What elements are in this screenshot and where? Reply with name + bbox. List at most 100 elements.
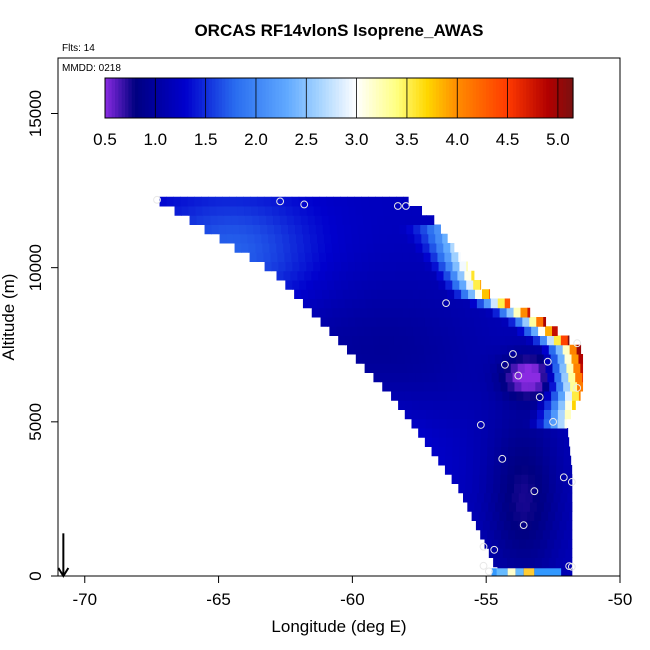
heatmap-cell bbox=[282, 233, 290, 244]
heatmap-cell bbox=[501, 418, 510, 429]
heatmap-cell bbox=[492, 307, 501, 318]
heatmap-cell bbox=[536, 354, 545, 364]
sample-point bbox=[479, 561, 488, 570]
sample-point bbox=[567, 478, 576, 486]
heatmap-cell bbox=[474, 502, 482, 512]
heatmap-cell bbox=[382, 280, 391, 290]
colorbar-tick-label: 1.5 bbox=[194, 130, 218, 149]
heatmap-cell bbox=[472, 465, 481, 475]
heatmap-cell bbox=[504, 298, 511, 309]
heatmap-cell bbox=[357, 224, 366, 235]
heatmap-cell bbox=[458, 474, 467, 484]
surface-strip bbox=[491, 568, 562, 576]
heatmap-cell bbox=[494, 428, 503, 438]
heatmap-cell bbox=[244, 206, 252, 216]
heatmap-cell bbox=[426, 289, 434, 299]
heatmap-cell bbox=[580, 363, 584, 373]
heatmap-cell bbox=[478, 307, 487, 318]
heatmap-cell bbox=[279, 215, 288, 225]
heatmap-cell bbox=[404, 391, 413, 401]
heatmap-cell bbox=[486, 474, 494, 484]
heatmap-cell bbox=[520, 511, 528, 521]
heatmap-cell bbox=[468, 363, 477, 373]
heatmap-cell bbox=[481, 354, 489, 364]
heatmap-cell bbox=[544, 548, 552, 558]
heatmap-cell bbox=[481, 289, 490, 299]
heatmap-cell bbox=[308, 224, 317, 235]
heatmap-cell bbox=[394, 243, 403, 253]
heatmap-cell bbox=[299, 280, 307, 290]
heatmap-cell bbox=[225, 224, 233, 235]
colorbar-segment bbox=[469, 78, 474, 118]
heatmap-cell bbox=[425, 418, 433, 429]
heatmap-cell bbox=[393, 335, 402, 346]
heatmap-cell bbox=[437, 252, 445, 262]
heatmap-cell bbox=[296, 233, 304, 244]
heatmap-cell bbox=[397, 206, 405, 216]
heatmap-cell bbox=[546, 335, 555, 346]
colorbar-tick-label: 3.5 bbox=[395, 130, 419, 149]
colorbar-segment bbox=[452, 78, 457, 118]
heatmap-cell bbox=[495, 502, 503, 512]
heatmap-cell bbox=[549, 474, 557, 484]
heatmap-cell bbox=[515, 354, 524, 364]
heatmap-cell bbox=[418, 206, 423, 216]
heatmap-cell bbox=[496, 363, 505, 373]
heatmap-cell bbox=[482, 363, 491, 373]
heatmap-cell bbox=[502, 548, 511, 558]
heatmap-cell bbox=[503, 326, 511, 336]
heatmap-cell bbox=[459, 446, 467, 457]
heatmap-cell bbox=[360, 344, 369, 355]
heatmap-cell bbox=[354, 280, 363, 290]
heatmap-cell bbox=[515, 446, 523, 457]
heatmap-cell bbox=[487, 446, 495, 457]
heatmap-cell bbox=[467, 400, 476, 410]
heatmap-cell bbox=[173, 196, 181, 207]
colorbar-segment bbox=[362, 78, 367, 118]
heatmap-cell bbox=[451, 344, 459, 355]
heatmap-cell bbox=[526, 539, 534, 549]
heatmap-cell bbox=[347, 280, 356, 290]
heatmap-cell bbox=[465, 474, 473, 484]
heatmap-cell bbox=[456, 372, 465, 383]
heatmap-cell bbox=[348, 317, 356, 327]
heatmap-cell bbox=[578, 354, 584, 364]
heatmap-cell bbox=[527, 344, 536, 355]
heatmap-cell bbox=[355, 354, 364, 364]
heatmap-cell bbox=[270, 252, 278, 262]
heatmap-cell bbox=[498, 372, 507, 383]
heatmap-cell bbox=[377, 289, 386, 299]
heatmap-cell bbox=[432, 354, 440, 364]
heatmap-cell bbox=[426, 215, 434, 225]
heatmap-cell bbox=[376, 354, 385, 364]
heatmap-cell bbox=[421, 335, 430, 346]
colorbar-segment bbox=[185, 78, 190, 118]
heatmap-cell bbox=[450, 270, 458, 281]
colorbar-segment bbox=[222, 78, 226, 118]
heatmap-cell bbox=[520, 344, 529, 355]
heatmap-cell bbox=[273, 215, 281, 225]
heatmap-cell bbox=[445, 455, 453, 466]
heatmap-cell bbox=[534, 557, 543, 568]
colorbar-segment bbox=[425, 78, 430, 118]
heatmap-cell bbox=[568, 539, 573, 549]
heatmap-cell bbox=[543, 502, 552, 512]
heatmap-cell bbox=[251, 206, 259, 216]
heatmap-cell bbox=[352, 335, 360, 346]
colorbar-segment bbox=[141, 78, 146, 118]
heatmap-cell bbox=[468, 289, 476, 299]
heatmap-cell bbox=[188, 206, 196, 216]
heatmap-cell bbox=[469, 298, 478, 309]
heatmap-cell bbox=[463, 372, 472, 383]
heatmap-cell bbox=[336, 326, 344, 336]
heatmap-cell bbox=[337, 298, 346, 309]
heatmap-cell bbox=[431, 437, 440, 447]
heatmap-cell bbox=[460, 409, 468, 420]
heatmap-cell bbox=[542, 446, 551, 457]
heatmap-cell bbox=[515, 529, 523, 540]
heatmap-cell bbox=[480, 317, 489, 327]
heatmap-cell bbox=[529, 317, 537, 327]
heatmap-cell bbox=[466, 455, 474, 466]
heatmap-cell bbox=[496, 326, 504, 336]
heatmap-cell bbox=[533, 372, 541, 383]
